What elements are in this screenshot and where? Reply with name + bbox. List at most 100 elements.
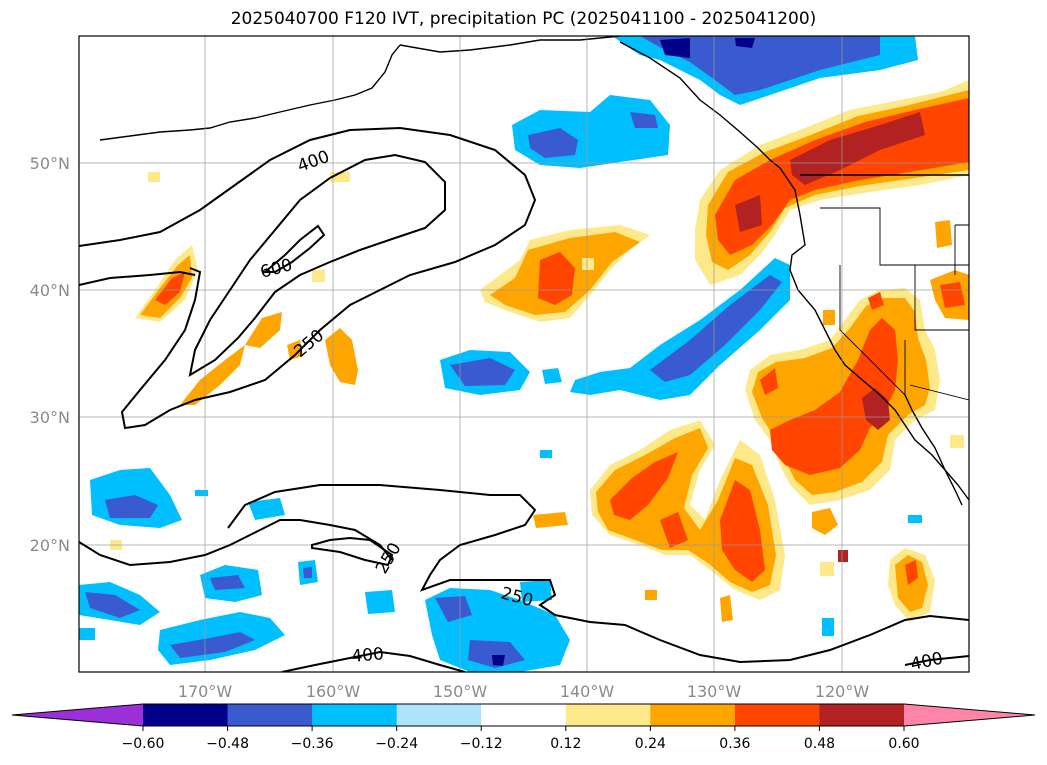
colorbar-segment bbox=[312, 704, 398, 726]
neg-band-diagonal-core bbox=[650, 275, 782, 382]
pos-small-e2-strong bbox=[905, 560, 918, 585]
colorbar-tick-label: −0.12 bbox=[460, 736, 503, 752]
pos-region-cal-strong bbox=[770, 318, 898, 475]
pos-small-w7 bbox=[312, 270, 325, 282]
colorbar-tick-label: 0.60 bbox=[888, 736, 919, 752]
colorbar-tick-label: −0.48 bbox=[206, 736, 249, 752]
coastline-alaska-panhandle bbox=[619, 41, 969, 501]
neg-region-se1 bbox=[520, 580, 552, 602]
ivt-contour-400-north bbox=[79, 126, 537, 430]
pos-small-e11 bbox=[582, 258, 594, 270]
neg-region-sw4-core bbox=[170, 632, 255, 658]
neg-small-8 bbox=[822, 618, 834, 636]
pos-small-e10 bbox=[950, 435, 964, 448]
neg-region-sw3-core bbox=[210, 575, 245, 590]
pos-region-south-strong2 bbox=[720, 480, 765, 582]
colorbar-tick-label: −0.60 bbox=[122, 736, 165, 752]
precipitation-shading bbox=[79, 36, 969, 672]
pos-region-w1-strong bbox=[155, 272, 185, 305]
lon-label: 150°W bbox=[433, 682, 488, 701]
colorbar-segment bbox=[565, 704, 651, 726]
ivt-contour-400-inner bbox=[188, 153, 446, 378]
colorbar-tick-label: 0.48 bbox=[804, 736, 835, 752]
colorbar: −0.60 −0.48 −0.36 −0.24 −0.12 0.12 0.24 0.36 0.4… bbox=[11, 703, 1036, 752]
coastline-alaska bbox=[399, 36, 621, 53]
pos-region-w2 bbox=[180, 345, 245, 405]
colorbar-tick-label: −0.36 bbox=[291, 736, 334, 752]
pos-region-cal-small bbox=[868, 292, 884, 310]
neg-region-s-central-core2 bbox=[468, 640, 525, 668]
state-border-2 bbox=[880, 264, 969, 331]
map-title: 2025040700 F120 IVT, precipitation PC (2… bbox=[230, 9, 817, 29]
colorbar-tick-label: 0.24 bbox=[635, 736, 666, 752]
lat-label: 40°N bbox=[30, 281, 70, 300]
lon-label: 120°W bbox=[815, 682, 870, 701]
coastlines bbox=[99, 36, 969, 506]
lon-label: 130°W bbox=[687, 682, 742, 701]
pos-small-e5 bbox=[838, 550, 848, 562]
neg-region-sw1-core bbox=[105, 495, 158, 518]
colorbar-extend-max bbox=[904, 704, 1035, 726]
pos-region-cal-east-strong bbox=[940, 282, 965, 308]
pos-small-e8 bbox=[645, 590, 657, 600]
pos-small-e9 bbox=[820, 562, 834, 576]
neg-region-nepac-core bbox=[528, 128, 578, 158]
ivt-contours bbox=[79, 126, 969, 672]
colorbar-segment bbox=[819, 704, 905, 726]
neg-small-9 bbox=[908, 515, 922, 523]
pos-small-e7 bbox=[533, 512, 568, 528]
neg-small-5 bbox=[79, 628, 95, 640]
contour-label-400: 400 bbox=[909, 649, 945, 675]
ivt-contour-400-south bbox=[281, 650, 466, 672]
state-border-1 bbox=[820, 207, 969, 266]
pos-small-e3 bbox=[812, 508, 838, 535]
colorbar-segment bbox=[396, 704, 482, 726]
plot-frame bbox=[78, 35, 970, 673]
pos-region-cal-strong2 bbox=[760, 368, 778, 395]
neg-region-alaska-core bbox=[640, 36, 880, 95]
colorbar-segment bbox=[143, 704, 229, 726]
ivt-contour-400-east bbox=[904, 655, 969, 666]
contour-label-400: 400 bbox=[351, 644, 385, 667]
pos-small-e2-mid bbox=[895, 555, 928, 612]
neg-small-7 bbox=[540, 450, 552, 458]
gridlines bbox=[79, 36, 969, 672]
pos-small-e4 bbox=[720, 595, 733, 622]
colorbar-segment bbox=[481, 704, 567, 726]
neg-small-6 bbox=[195, 490, 208, 496]
lon-label: 140°W bbox=[560, 682, 615, 701]
lon-label: 160°W bbox=[306, 682, 361, 701]
pos-band-pnw-max2 bbox=[735, 195, 762, 232]
neg-region-alaska-max2 bbox=[735, 38, 755, 48]
pos-region-w3 bbox=[245, 312, 282, 348]
neg-region-nepac-core2 bbox=[630, 112, 658, 128]
neg-small-2 bbox=[248, 498, 285, 520]
pos-region-central-strong bbox=[538, 252, 575, 305]
colorbar-segment bbox=[734, 704, 820, 726]
ivt-contour-600 bbox=[262, 224, 326, 273]
coastline-aleutians bbox=[99, 44, 401, 141]
colorbar-tick-label: 0.36 bbox=[719, 736, 750, 752]
ivt-contour-250-south bbox=[79, 519, 393, 567]
neg-region-s-central-core bbox=[435, 596, 472, 622]
colorbar-tick-label: 0.12 bbox=[550, 736, 581, 752]
lat-label: 20°N bbox=[30, 536, 70, 555]
state-border-3 bbox=[839, 265, 906, 397]
longitude-labels: 170°W 160°W 150°W 140°W 130°W 120°W bbox=[178, 682, 870, 701]
colorbar-extend-min bbox=[12, 704, 143, 726]
pos-small-w6 bbox=[148, 172, 160, 182]
coastline-baja bbox=[904, 394, 963, 506]
lat-label: 50°N bbox=[30, 154, 70, 173]
colorbar-segment bbox=[650, 704, 736, 726]
pos-region-south-strong bbox=[610, 452, 678, 520]
lat-label: 30°N bbox=[30, 408, 70, 427]
pos-band-pnw-max bbox=[790, 112, 925, 185]
latitude-labels: 50°N 40°N 30°N 20°N bbox=[30, 154, 70, 555]
ivt-contour-250-loop bbox=[311, 536, 394, 567]
neg-max-s-central bbox=[492, 655, 505, 666]
pos-small-e1 bbox=[935, 220, 952, 248]
pos-region-south-strong3 bbox=[660, 512, 688, 548]
state-border-5 bbox=[909, 384, 969, 401]
colorbar-segment bbox=[227, 704, 313, 726]
